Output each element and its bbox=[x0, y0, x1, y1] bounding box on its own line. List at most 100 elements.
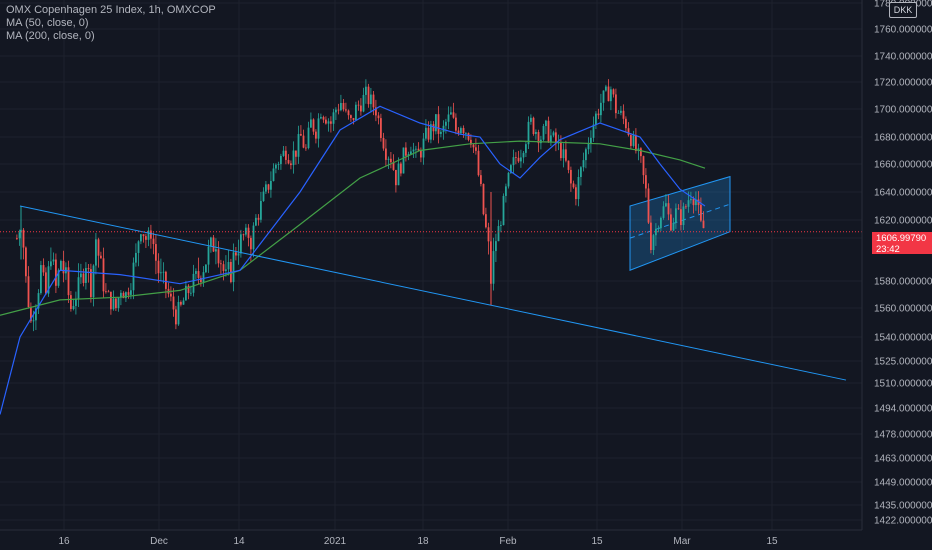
candle-body bbox=[217, 249, 220, 264]
candle-body bbox=[37, 293, 40, 309]
candle-body bbox=[660, 217, 662, 229]
candle-body bbox=[212, 237, 215, 252]
candle-body bbox=[172, 296, 175, 310]
candle-body bbox=[595, 113, 597, 125]
legend-ma50[interactable]: MA (50, close, 0) bbox=[6, 17, 89, 29]
candle-body bbox=[672, 222, 675, 231]
candle-body bbox=[220, 263, 222, 265]
last-price-countdown: 23:42 bbox=[876, 244, 900, 255]
candle-body bbox=[502, 195, 505, 226]
candle-body bbox=[435, 114, 437, 132]
candle-body bbox=[185, 285, 187, 301]
candle-body bbox=[312, 119, 315, 132]
candle-body bbox=[32, 320, 35, 322]
candle-body bbox=[160, 272, 162, 274]
price-tick-label: 1540.000000 bbox=[874, 333, 932, 344]
candle-body bbox=[240, 234, 242, 254]
candle-body bbox=[215, 249, 217, 252]
candle-body bbox=[487, 227, 490, 242]
candle-body bbox=[465, 133, 467, 134]
candle-body bbox=[377, 115, 380, 119]
candle-body bbox=[175, 309, 177, 325]
candle-body bbox=[530, 117, 532, 122]
candle-body bbox=[495, 241, 497, 252]
candle-body bbox=[207, 246, 210, 265]
candle-body bbox=[687, 200, 690, 207]
candle-body bbox=[590, 137, 592, 144]
candle-body bbox=[402, 147, 405, 174]
candle-body bbox=[550, 135, 552, 142]
time-tick-label: Feb bbox=[499, 536, 517, 547]
candle-body bbox=[170, 293, 172, 297]
candle-body bbox=[415, 148, 417, 150]
candle-body bbox=[515, 157, 517, 159]
candle-body bbox=[82, 273, 85, 283]
candle-body bbox=[300, 134, 302, 136]
candle-body bbox=[67, 267, 70, 296]
candle-body bbox=[370, 94, 372, 105]
candle-body bbox=[260, 201, 262, 220]
candle-body bbox=[280, 155, 282, 165]
candle-body bbox=[380, 118, 382, 138]
price-tick-label: 1560.000000 bbox=[874, 304, 932, 315]
candle-body bbox=[127, 292, 130, 295]
legend-symbol[interactable]: OMX Copenhagen 25 Index, 1h, OMXCOP bbox=[6, 4, 216, 16]
candle-body bbox=[527, 121, 530, 145]
candle-body bbox=[295, 150, 297, 157]
candle-body bbox=[130, 290, 132, 295]
currency-badge: DKK bbox=[889, 2, 917, 18]
candle-body bbox=[375, 107, 377, 116]
candle-body bbox=[135, 252, 137, 263]
legend-ma200[interactable]: MA (200, close, 0) bbox=[6, 30, 95, 42]
candle-body bbox=[180, 301, 182, 305]
candle-body bbox=[272, 168, 275, 182]
candle-body bbox=[162, 271, 165, 273]
candle-body bbox=[202, 272, 205, 283]
candle-body bbox=[690, 199, 692, 201]
candle-body bbox=[70, 295, 72, 310]
ma200-line bbox=[0, 140, 706, 316]
candle-body bbox=[90, 269, 92, 298]
candle-body bbox=[322, 117, 325, 120]
candle-body bbox=[592, 124, 595, 138]
candle-body bbox=[520, 157, 522, 162]
candle-body bbox=[582, 160, 585, 168]
candle-body bbox=[247, 227, 250, 238]
time-axis[interactable]: 16 Dec 14 2021 18 Feb 15 Mar 15 bbox=[58, 536, 778, 547]
candle-body bbox=[97, 239, 100, 256]
price-tick-label: 1620.000000 bbox=[874, 216, 932, 227]
candle-body bbox=[87, 268, 90, 270]
candle-body bbox=[195, 271, 197, 274]
candle-body bbox=[285, 150, 287, 160]
candle-body bbox=[245, 227, 247, 235]
candle-body bbox=[297, 134, 300, 157]
candle-body bbox=[222, 264, 225, 271]
candle-body bbox=[507, 172, 510, 187]
candle-body bbox=[572, 183, 575, 188]
candle-body bbox=[610, 89, 612, 102]
candle-body bbox=[517, 157, 520, 162]
candle-body bbox=[57, 270, 60, 286]
candle-body bbox=[360, 105, 362, 112]
trend-line[interactable] bbox=[19, 205, 847, 381]
candle-body bbox=[347, 110, 350, 116]
candle-body bbox=[235, 252, 237, 256]
candle-body bbox=[305, 147, 307, 149]
candle-body bbox=[430, 124, 432, 140]
candle-body bbox=[52, 259, 55, 262]
candle-body bbox=[292, 150, 295, 166]
candle-body bbox=[680, 209, 682, 226]
candle-body bbox=[497, 226, 500, 242]
price-tick-label: 1435.000000 bbox=[874, 501, 932, 512]
price-tick-label: 1449.000000 bbox=[874, 478, 932, 489]
candle-body bbox=[657, 228, 660, 229]
candle-body bbox=[45, 272, 47, 294]
candle-body bbox=[365, 86, 367, 95]
candle-body bbox=[675, 208, 677, 223]
candle-body bbox=[340, 102, 342, 111]
candle-body bbox=[605, 86, 607, 91]
candle-body bbox=[18, 232, 21, 239]
candle-body bbox=[75, 298, 77, 306]
price-tick-label: 1760.000000 bbox=[874, 25, 932, 36]
